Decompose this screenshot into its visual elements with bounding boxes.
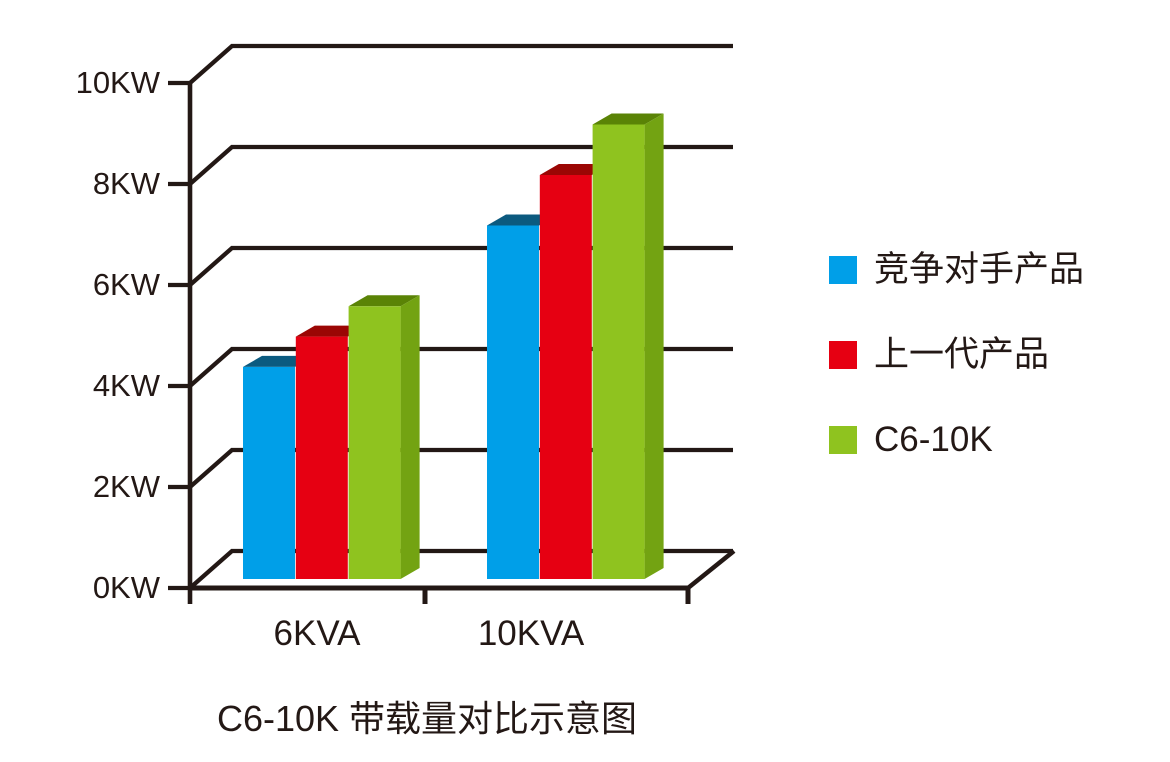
bar-front-face <box>487 225 539 579</box>
bar-front-face <box>295 336 348 579</box>
legend-item: 上一代产品 <box>829 333 1049 377</box>
bar-front-face <box>348 306 401 579</box>
y-tick-label-6kw: 6KW <box>92 267 160 302</box>
y-gridline <box>188 144 733 186</box>
chart-title: C6-10K 带载量对比示意图 <box>216 698 638 739</box>
bar-side-face <box>644 113 664 579</box>
legend-label: C6-10K <box>874 420 993 459</box>
y-gridline <box>188 43 733 85</box>
y-tick-label-4kw: 4KW <box>92 368 160 403</box>
bar-front-face <box>539 175 592 579</box>
y-tick-label-10kw: 10KW <box>75 65 160 100</box>
legend-swatch-green <box>829 426 857 454</box>
legend-swatch-blue <box>829 256 857 284</box>
legend-swatch-red <box>829 341 857 369</box>
y-tick-label-0kw: 0KW <box>92 570 160 605</box>
y-tick-label-8kw: 8KW <box>92 166 160 201</box>
y-tick-label-2kw: 2KW <box>92 469 160 504</box>
bar-top-face <box>592 113 664 125</box>
bar-front-face <box>243 366 295 579</box>
category-label-6kva: 6KVA <box>273 614 361 653</box>
bar-side-face <box>400 295 420 579</box>
x-axis-depth-edge <box>686 549 736 590</box>
legend-label: 竞争对手产品 <box>874 250 1085 289</box>
bar-top-face <box>348 295 420 307</box>
legend-item: 竞争对手产品 <box>829 248 1084 292</box>
legend-label: 上一代产品 <box>874 335 1050 374</box>
legend-item: C6-10K <box>829 418 993 462</box>
category-label-10kva: 10KVA <box>477 614 585 653</box>
bar-front-face <box>592 124 645 579</box>
